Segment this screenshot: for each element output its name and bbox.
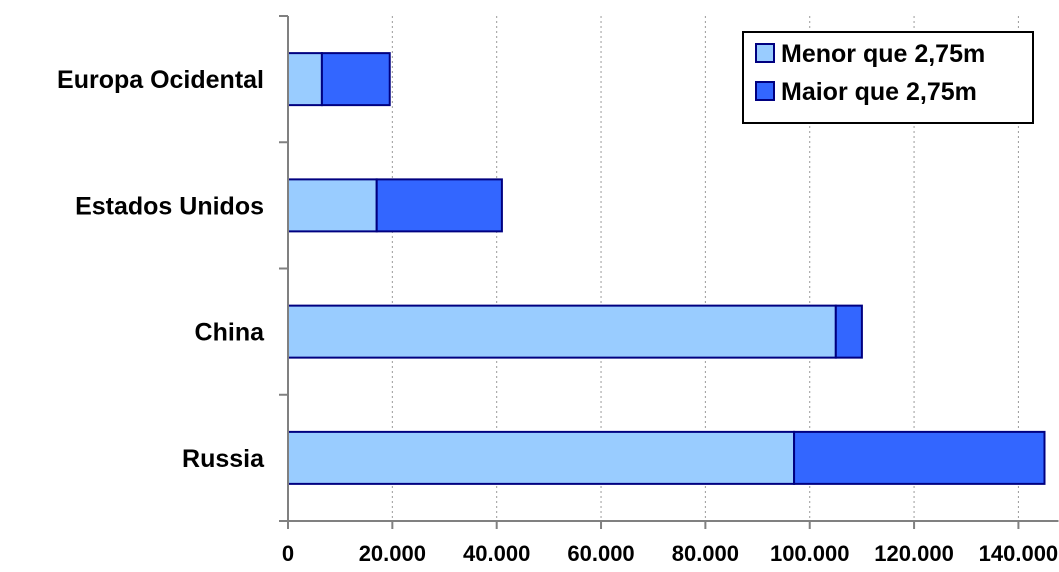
bar-segment-maior bbox=[834, 304, 863, 359]
y-tick-label: Europa Ocidental bbox=[57, 66, 264, 94]
x-tick-label: 120.000 bbox=[874, 541, 954, 566]
legend-swatch bbox=[755, 81, 775, 101]
legend-swatch bbox=[755, 43, 775, 63]
legend-box bbox=[742, 31, 1034, 124]
bar-segment-maior bbox=[320, 52, 391, 107]
bar-segment-menor bbox=[287, 304, 837, 359]
x-tick-label: 20.000 bbox=[359, 541, 426, 566]
bar-segment-maior bbox=[375, 178, 503, 233]
x-tick-label: 80.000 bbox=[672, 541, 739, 566]
y-tick-labels: Europa Ocidental Estados Unidos China Russi… bbox=[57, 66, 265, 473]
x-tick-label: 0 bbox=[282, 541, 294, 566]
legend-label: Maior que 2,75m bbox=[781, 78, 977, 106]
legend: Menor que 2,75m Maior que 2,75m bbox=[742, 31, 1034, 124]
x-tick-label: 60.000 bbox=[567, 541, 634, 566]
legend-label: Menor que 2,75m bbox=[781, 40, 985, 68]
y-tick-label: Estados Unidos bbox=[75, 192, 264, 220]
bar-segment-menor bbox=[287, 430, 796, 485]
x-tick-label: 40.000 bbox=[463, 541, 530, 566]
bar-segment-menor bbox=[287, 178, 378, 233]
x-tick-label: 140.000 bbox=[979, 541, 1059, 566]
axes bbox=[279, 15, 1059, 529]
x-tick-label: 100.000 bbox=[770, 541, 850, 566]
y-tick-label: Russia bbox=[182, 445, 265, 473]
y-tick-label: China bbox=[195, 319, 266, 347]
x-tick-labels: 0 20.000 40.000 60.000 80.000 100.000 120.000 1… bbox=[282, 541, 1058, 566]
bar-segment-menor bbox=[287, 52, 323, 107]
bar-segment-maior bbox=[793, 430, 1046, 485]
